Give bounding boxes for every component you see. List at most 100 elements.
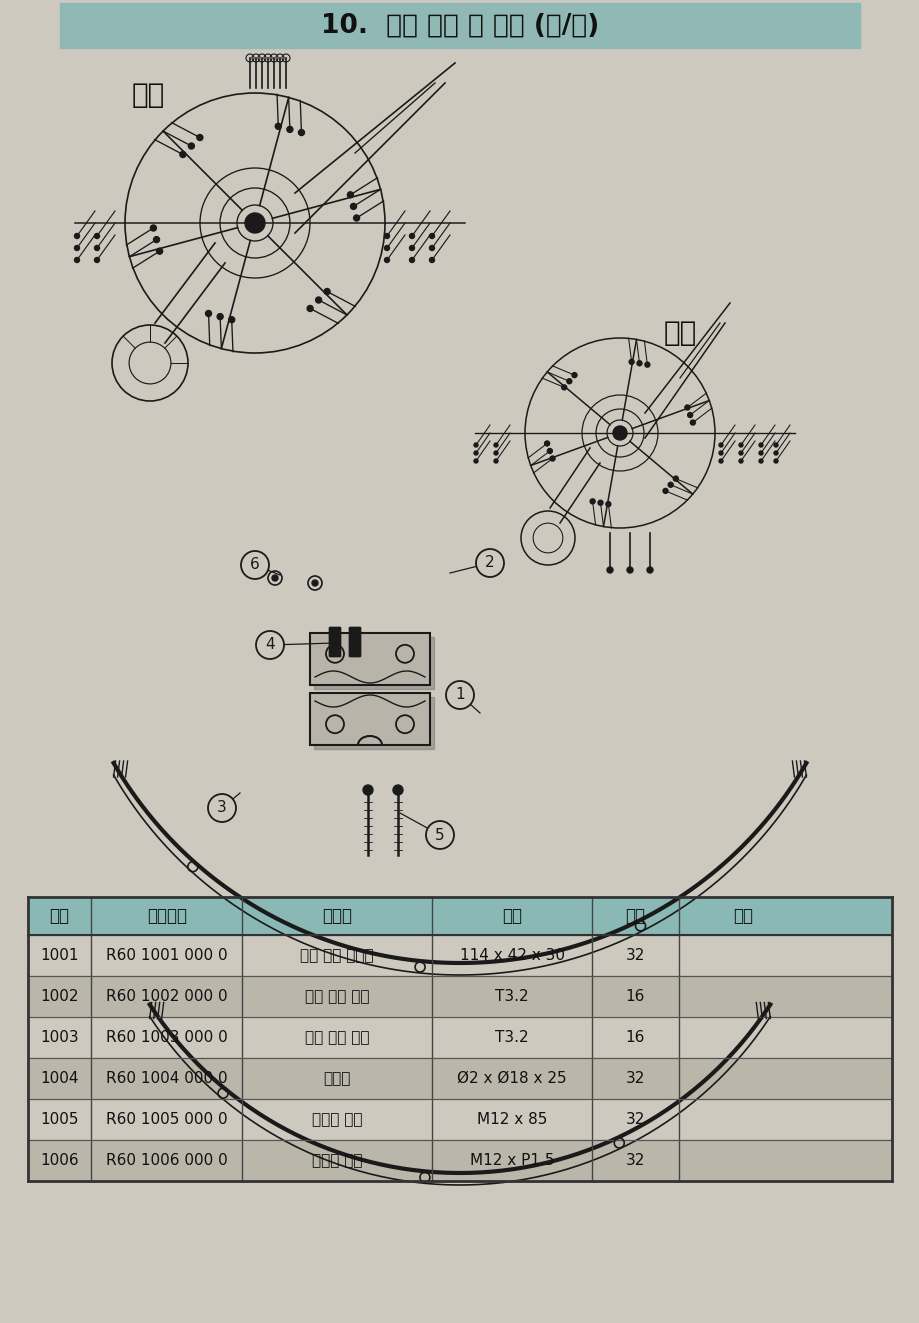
Circle shape [392,785,403,795]
Text: 10.  타인 보조 림 조합 (좌/우): 10. 타인 보조 림 조합 (좌/우) [321,12,598,38]
Circle shape [425,822,453,849]
Text: 부품명: 부품명 [322,908,352,925]
Circle shape [738,459,743,463]
Text: 타인 고정 하판: 타인 고정 하판 [305,1031,369,1045]
Text: R60 1004 000 0: R60 1004 000 0 [106,1072,227,1086]
Circle shape [298,130,304,135]
Circle shape [473,459,478,463]
Text: 5: 5 [435,827,444,843]
Circle shape [429,246,434,250]
Circle shape [241,550,268,579]
Bar [28,935,891,976]
Text: 32: 32 [625,949,644,963]
Circle shape [589,499,595,504]
Circle shape [95,258,99,262]
FancyBboxPatch shape [348,627,360,658]
Circle shape [758,451,762,455]
Text: 타인 고정 상판: 타인 고정 상판 [305,990,369,1004]
Text: 나일론 너트: 나일론 너트 [312,1154,362,1168]
Text: 1: 1 [455,688,464,703]
Circle shape [544,441,549,446]
Text: 4: 4 [265,638,275,652]
Circle shape [272,576,278,581]
Circle shape [663,488,667,493]
Text: R60 1006 000 0: R60 1006 000 0 [106,1154,227,1168]
Circle shape [738,451,743,455]
Circle shape [255,631,284,659]
Circle shape [95,246,99,250]
Circle shape [446,681,473,709]
Circle shape [275,123,281,130]
Circle shape [409,258,414,262]
Text: 2: 2 [484,556,494,570]
Circle shape [719,443,722,447]
Bar [28,1058,891,1099]
Text: 6: 6 [250,557,259,573]
Circle shape [197,135,203,140]
Circle shape [773,451,777,455]
Text: 수량: 수량 [625,908,645,925]
Text: 1004: 1004 [40,1072,79,1086]
Text: 1001: 1001 [40,949,79,963]
Circle shape [287,127,292,132]
Circle shape [562,385,566,390]
Bar [313,697,434,749]
Circle shape [547,448,551,454]
Text: 비고: 비고 [732,908,753,925]
Text: 16: 16 [625,1031,644,1045]
Bar [313,636,434,689]
Circle shape [74,233,79,238]
Text: 우측: 우측 [663,319,696,347]
Text: 16: 16 [625,990,644,1004]
Circle shape [153,237,159,242]
Circle shape [473,451,478,455]
Circle shape [689,419,695,425]
Circle shape [74,246,79,250]
Text: 1006: 1006 [40,1154,79,1168]
Circle shape [429,233,434,238]
Circle shape [494,451,497,455]
Circle shape [475,549,504,577]
Text: Ø2 x Ø18 x 25: Ø2 x Ø18 x 25 [457,1072,566,1086]
Circle shape [384,233,389,238]
Circle shape [156,249,163,254]
Text: 타인 고정 슬리브: 타인 고정 슬리브 [301,949,374,963]
Text: 3: 3 [217,800,227,815]
Circle shape [758,443,762,447]
Circle shape [95,233,99,238]
Circle shape [350,204,356,209]
Circle shape [629,360,633,364]
Circle shape [494,459,497,463]
Text: 건번: 건번 [50,908,70,925]
Circle shape [738,443,743,447]
Circle shape [244,213,265,233]
Circle shape [205,311,211,316]
Circle shape [363,785,372,795]
Text: T3.2: T3.2 [495,1031,528,1045]
Circle shape [384,258,389,262]
Text: 좌측: 좌측 [131,81,165,108]
Text: 사각목 볼트: 사각목 볼트 [312,1113,362,1127]
Circle shape [323,288,330,295]
Circle shape [773,443,777,447]
Circle shape [74,258,79,262]
Text: 32: 32 [625,1072,644,1086]
Circle shape [719,451,722,455]
Circle shape [473,443,478,447]
Circle shape [667,483,673,487]
FancyBboxPatch shape [329,627,341,658]
Circle shape [606,501,610,507]
Circle shape [597,500,602,505]
Bar [28,1140,891,1181]
Circle shape [646,568,652,573]
Bar [28,1017,891,1058]
Bar [28,976,891,1017]
Circle shape [550,456,554,460]
Circle shape [686,413,692,418]
Circle shape [684,405,689,410]
Circle shape [312,579,318,586]
Circle shape [636,361,641,365]
Circle shape [494,443,497,447]
Circle shape [773,459,777,463]
Circle shape [208,794,236,822]
